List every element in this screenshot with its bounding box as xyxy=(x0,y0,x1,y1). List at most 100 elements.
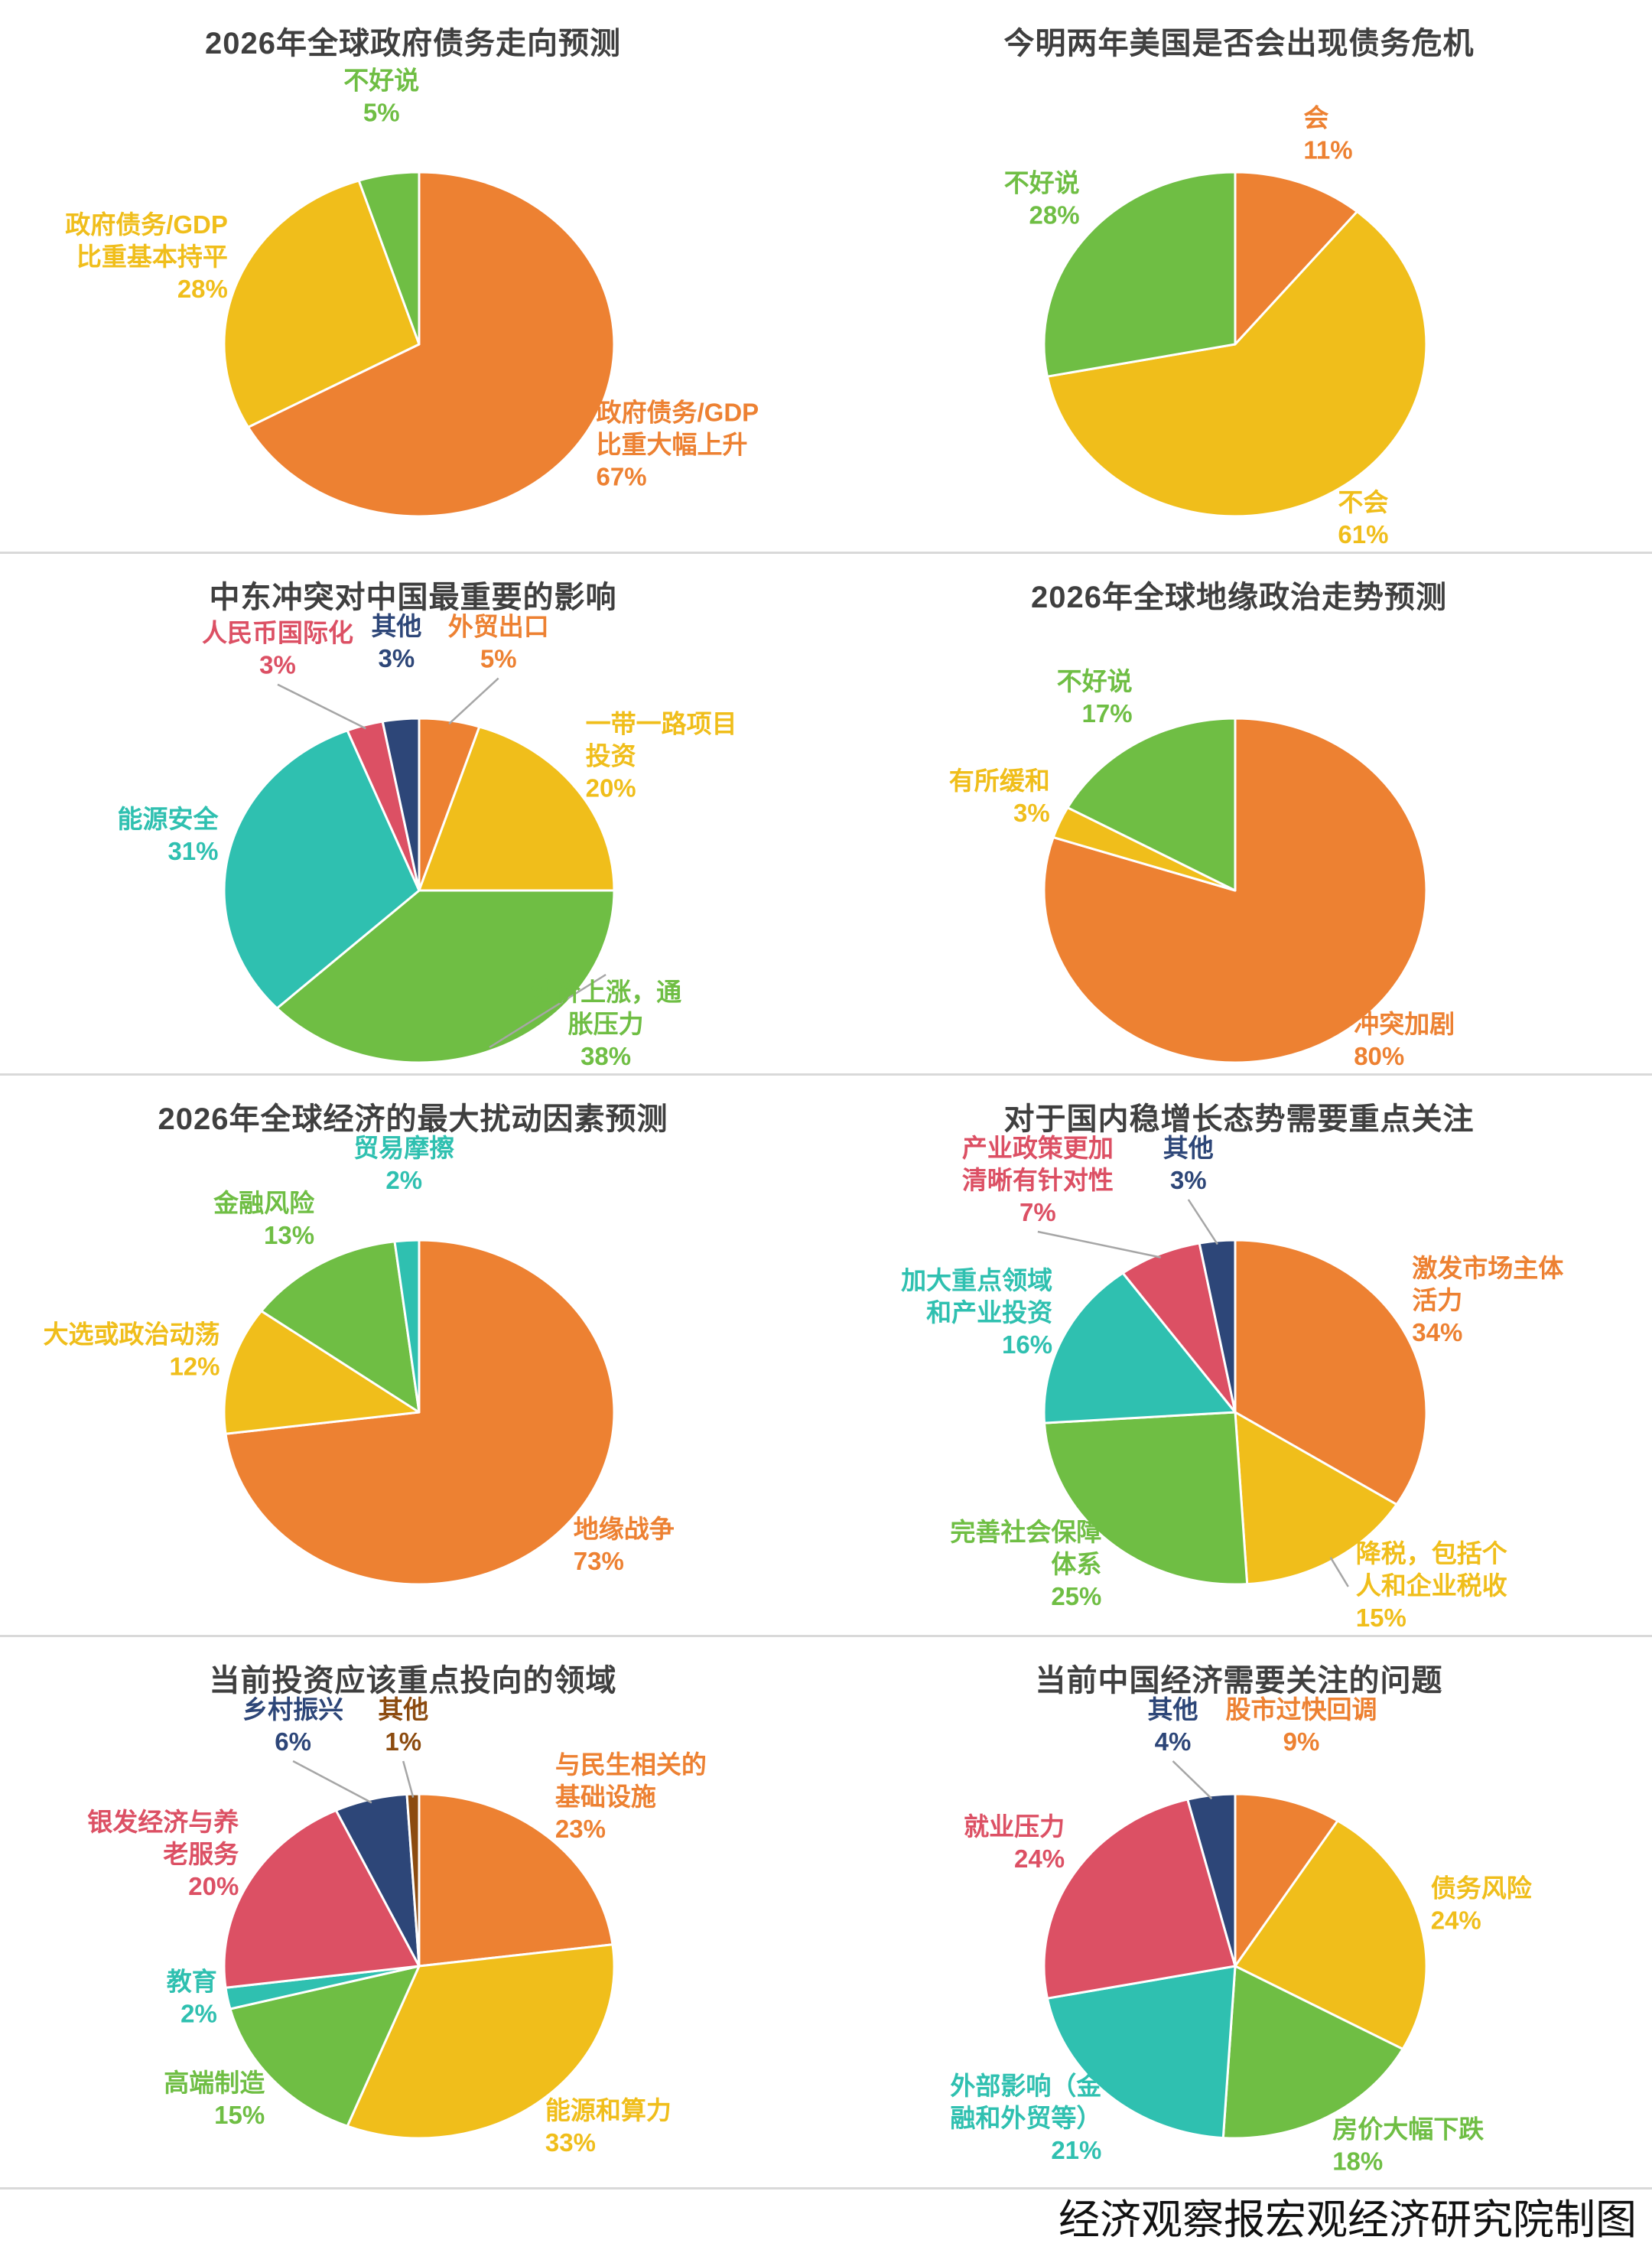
slice-label-4-3: 贸易摩擦 2% xyxy=(353,1134,454,1194)
leader-line-6-6 xyxy=(402,1760,415,1798)
slice-label-7-2: 房价大幅下跌 18% xyxy=(1332,2115,1484,2175)
pie-slice-5-5 xyxy=(1198,1239,1237,1414)
pie-slice-1-1 xyxy=(1046,210,1428,518)
slice-label-3-0: 冲突加剧 80% xyxy=(1354,1010,1455,1070)
chart-title-global-gov-debt: 2026年全球政府债务走向预测 xyxy=(205,27,621,60)
pie-slice-4-3 xyxy=(393,1239,421,1414)
slice-label-6-6: 其他 1% xyxy=(378,1695,428,1756)
slice-label-0-0: 政府债务/GDP 比重大幅上升 67% xyxy=(597,399,759,491)
pie-slice-7-1 xyxy=(1234,1819,1428,2050)
pie-slice-6-4 xyxy=(223,1809,421,1989)
slice-label-7-5: 其他 4% xyxy=(1148,1695,1198,1756)
pie-slice-0-2 xyxy=(357,171,421,346)
slice-label-7-1: 债务风险 24% xyxy=(1431,1874,1533,1934)
chart-global-gov-debt: 2026年全球政府债务走向预测 政府债务/GDP 比重大幅上升 67% 政府债务/GD… xyxy=(0,0,826,552)
pie-slice-7-3 xyxy=(1046,1965,1237,2140)
pie-slice-7-5 xyxy=(1186,1792,1237,1968)
slice-label-3-1: 有所缓和 3% xyxy=(949,767,1050,827)
slice-label-3-2: 不好说 17% xyxy=(1057,667,1133,728)
slice-label-6-5: 乡村振兴 6% xyxy=(242,1695,343,1756)
pie-slice-4-2 xyxy=(260,1240,421,1414)
slice-label-4-2: 金融风险 13% xyxy=(213,1189,315,1249)
chart-title-global-economy-disruptor: 2026年全球经济的最大扰动因素预测 xyxy=(158,1102,668,1136)
pie-slice-6-1 xyxy=(346,1943,616,2140)
slice-label-0-2: 不好说 5% xyxy=(343,67,419,127)
leader-line-7-5 xyxy=(1172,1760,1213,1800)
chart-title-geopolitics-2026: 2026年全球地缘政治走势预测 xyxy=(1031,581,1447,614)
pie-slice-5-4 xyxy=(1121,1242,1237,1414)
pie-slice-5-2 xyxy=(1043,1411,1249,1586)
chart-title-china-economy-issues: 当前中国经济需要关注的问题 xyxy=(1035,1664,1443,1698)
slice-label-5-1: 降税，包括个人和企业税收 15% xyxy=(1356,1539,1507,1632)
chart-domestic-growth-focus: 对于国内稳增长态势需要重点关注 激发市场主体活力 34% 降税，包括个人和企业税收 1… xyxy=(826,1076,1652,1635)
pie-slice-4-1 xyxy=(223,1310,421,1435)
leader-line-5-4 xyxy=(1037,1230,1161,1258)
footer-credit: 经济观察报宏观经济研究院制图 xyxy=(0,2190,1652,2251)
pie-slice-7-0 xyxy=(1234,1792,1339,1968)
pie-slice-7-2 xyxy=(1221,1965,1404,2140)
pie-china-economy-issues: 股市过快回调 9% 债务风险 24% 房价大幅下跌 18% 外部影响（金融和外贸等） 21% 就… xyxy=(950,1695,1533,2175)
slice-label-4-1: 大选或政治动荡 12% xyxy=(44,1320,220,1380)
pie-slice-2-1 xyxy=(418,725,616,892)
leader-line-2-0 xyxy=(448,677,499,725)
slice-label-1-1: 不会 61% xyxy=(1338,488,1388,549)
chart-mideast-conflict-impact: 中东冲突对中国最重要的影响 外贸出口 5% 一带一路项目投资 20% 油价上涨，通胀压力… xyxy=(0,554,826,1073)
footer-credit-text: 经济观察报宏观经济研究院制图 xyxy=(1059,2197,1637,2243)
slice-label-1-0: 会 11% xyxy=(1303,104,1352,164)
slice-label-5-3: 加大重点领域和产业投资 16% xyxy=(901,1266,1052,1359)
pie-mideast-conflict-impact: 外贸出口 5% 一带一路项目投资 20% 油价上涨，通胀压力 38% 能源安全 31% 人民币国… xyxy=(118,612,737,1070)
chart-china-economy-issues: 当前中国经济需要关注的问题 股市过快回调 9% 债务风险 24% 房价大幅下跌 18% 外部… xyxy=(826,1637,1652,2187)
pie-slice-0-1 xyxy=(223,179,421,428)
slice-label-2-5: 其他 3% xyxy=(371,612,421,672)
slice-label-2-1: 一带一路项目投资 20% xyxy=(586,709,737,802)
slice-label-7-3: 外部影响（金融和外贸等） 21% xyxy=(950,2072,1102,2164)
pie-slice-6-2 xyxy=(229,1965,421,2128)
leader-line-2-4 xyxy=(277,683,366,730)
slice-label-7-4: 就业压力 24% xyxy=(964,1812,1065,1873)
slice-label-5-5: 其他 3% xyxy=(1163,1134,1214,1194)
slice-label-0-1: 政府债务/GDP 比重基本持平 28% xyxy=(65,210,228,303)
slice-label-6-1: 能源和算力 33% xyxy=(545,2096,672,2157)
chart-title-domestic-growth-focus: 对于国内稳增长态势需要重点关注 xyxy=(1003,1102,1475,1136)
slice-label-2-3: 能源安全 31% xyxy=(118,805,220,865)
leader-line-6-5 xyxy=(292,1760,372,1804)
pie-slice-2-5 xyxy=(381,717,421,892)
slice-label-6-2: 高端制造 15% xyxy=(164,2069,265,2129)
slice-label-4-0: 地缘战争 73% xyxy=(574,1515,675,1575)
pie-slice-1-2 xyxy=(1042,171,1237,378)
row-4: 当前投资应该重点投向的领域 与民生相关的基础设施 23% 能源和算力 33% 高端制造 1… xyxy=(0,1637,1652,2190)
slice-label-5-2: 完善社会保障体系 25% xyxy=(950,1518,1101,1610)
pie-domestic-growth-focus: 激发市场主体活力 34% 降税，包括个人和企业税收 15% 完善社会保障体系 25% 加大重… xyxy=(901,1134,1563,1632)
leader-line-5-1 xyxy=(1329,1557,1349,1587)
slice-label-6-4: 银发经济与养老服务 20% xyxy=(87,1808,239,1900)
slice-label-2-4: 人民币国际化 3% xyxy=(202,619,353,679)
pie-global-economy-disruptor: 地缘战争 73% 大选或政治动荡 12% 金融风险 13% 贸易摩擦 2% xyxy=(44,1134,675,1586)
pie-slice-7-4 xyxy=(1042,1798,1237,2000)
slice-label-6-0: 与民生相关的基础设施 23% xyxy=(555,1750,707,1843)
pie-global-gov-debt: 政府债务/GDP 比重大幅上升 67% 政府债务/GDP 比重基本持平 28% 不好说 5% xyxy=(65,67,759,518)
pie-slice-2-3 xyxy=(223,729,421,1010)
slice-label-5-4: 产业政策更加清晰有针对性 7% xyxy=(962,1134,1114,1226)
chart-global-economy-disruptor: 2026年全球经济的最大扰动因素预测 地缘战争 73% 大选或政治动荡 12% 金融风险… xyxy=(0,1076,826,1635)
pie-slice-5-3 xyxy=(1042,1271,1237,1424)
pie-slice-0-0 xyxy=(247,171,616,518)
pie-slice-3-2 xyxy=(1066,717,1237,892)
row-3: 2026年全球经济的最大扰动因素预测 地缘战争 73% 大选或政治动荡 12% 金融风险… xyxy=(0,1076,1652,1637)
pie-slice-1-0 xyxy=(1234,171,1358,346)
pie-investment-priority: 与民生相关的基础设施 23% 能源和算力 33% 高端制造 15% 教育 2% 银发经济与养老服… xyxy=(87,1695,707,2157)
slice-label-2-0: 外贸出口 5% xyxy=(448,613,549,673)
slice-label-1-2: 不好说 28% xyxy=(1004,169,1080,230)
pie-slice-6-0 xyxy=(418,1792,614,1968)
slice-label-6-3: 教育 2% xyxy=(167,1968,217,2028)
slice-label-2-2: 油价上涨，通胀压力 38% xyxy=(530,978,681,1070)
pie-slice-2-2 xyxy=(275,889,616,1064)
leader-line-2-2 xyxy=(489,973,606,1049)
row-2: 中东冲突对中国最重要的影响 外贸出口 5% 一带一路项目投资 20% 油价上涨，通胀压力… xyxy=(0,554,1652,1076)
leader-line-5-5 xyxy=(1187,1199,1218,1245)
pie-geopolitics-2026: 冲突加剧 80% 有所缓和 3%不好说 17% xyxy=(949,667,1455,1070)
chart-title-mideast-conflict-impact: 中东冲突对中国最重要的影响 xyxy=(209,581,617,614)
slice-label-7-0: 股市过快回调 9% xyxy=(1226,1695,1377,1756)
chart-title-us-debt-crisis: 今明两年美国是否会出现债务危机 xyxy=(1003,27,1475,60)
pie-us-debt-crisis: 会 11% 不会 61% 不好说 28% xyxy=(1004,104,1428,549)
